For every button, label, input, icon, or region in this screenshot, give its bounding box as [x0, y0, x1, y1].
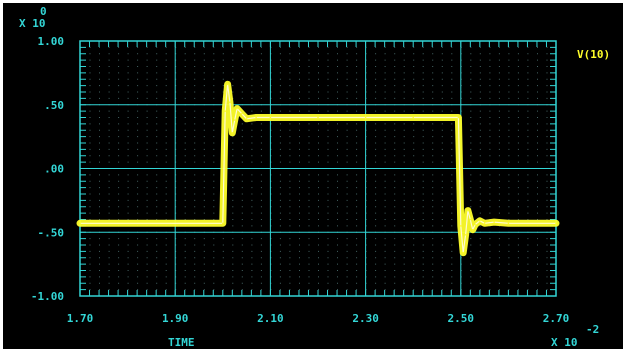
data-point: [469, 218, 472, 221]
y-tick-labels: 1.00 .50 .00 -.50 -1.00: [31, 35, 64, 303]
major-grid: [80, 41, 556, 296]
legend-label: V(10): [577, 48, 610, 61]
data-point: [255, 116, 257, 119]
data-point: [224, 110, 226, 112]
data-point: [483, 222, 486, 225]
plot-frame: [79, 40, 557, 297]
y-tick-label: .00: [44, 163, 64, 176]
plot-screen: 1.00 .50 .00 -.50 -1.00 1.70 1.90 2.10 2.30 2.50…: [3, 3, 623, 349]
data-point: [479, 219, 481, 222]
data-point: [233, 119, 236, 121]
y-tick-label: -1.00: [31, 290, 64, 303]
x-tick-label: 2.10: [257, 312, 284, 325]
data-point: [241, 112, 243, 115]
data-point: [457, 116, 460, 119]
data-point: [226, 83, 229, 86]
y-multiplier-base: X 10: [19, 17, 46, 30]
y-tick-label: 1.00: [38, 35, 65, 48]
y-multiplier-exponent: 0: [40, 5, 47, 18]
y-tick-label: .50: [44, 99, 64, 112]
series-line-core: [80, 83, 556, 254]
data-point: [493, 221, 495, 223]
x-tick-label: 2.50: [448, 312, 475, 325]
data-point: [222, 222, 224, 225]
data-point: [412, 116, 415, 119]
data-point: [236, 107, 238, 110]
data-point: [555, 222, 557, 225]
x-tick-label: 2.30: [352, 312, 379, 325]
dot-grid: [89, 46, 548, 291]
x-tick-label: 1.90: [162, 312, 189, 325]
x-tick-labels: 1.70 1.90 2.10 2.30 2.50 2.70: [67, 312, 570, 325]
data-point: [474, 223, 476, 226]
data-point: [317, 116, 319, 119]
x-axis-label: TIME: [168, 336, 195, 349]
y-tick-label: -.50: [38, 226, 65, 239]
data-point: [471, 228, 474, 231]
data-point: [245, 117, 248, 120]
data-point: [467, 209, 469, 212]
x-multiplier-base: X 10: [551, 336, 578, 349]
data-point: [269, 116, 272, 119]
waveform-chart: 1.00 .50 .00 -.50 -1.00 1.70 1.90 2.10 2.30 2.50…: [19, 5, 610, 349]
data-point: [462, 251, 464, 254]
series-layer: [76, 80, 560, 257]
x-multiplier-exponent: -2: [586, 323, 599, 336]
data-point: [231, 132, 234, 134]
data-point: [364, 116, 367, 119]
data-point: [229, 101, 231, 103]
x-tick-label: 1.70: [67, 312, 94, 325]
data-point: [464, 234, 467, 236]
data-point: [460, 225, 462, 227]
x-tick-label: 2.70: [543, 312, 570, 325]
data-point: [79, 222, 81, 225]
data-point: [507, 222, 510, 225]
